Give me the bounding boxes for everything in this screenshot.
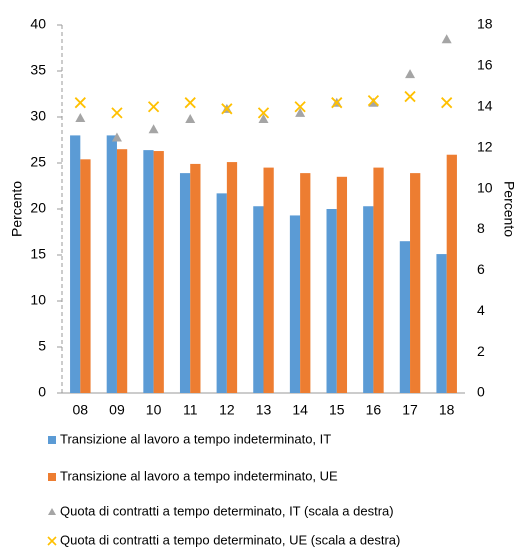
y-tick-label: 20 xyxy=(30,200,46,216)
bar xyxy=(226,162,238,393)
x-marker xyxy=(294,101,306,113)
triangle-marker xyxy=(185,114,196,124)
x-tick-label: 12 xyxy=(219,402,235,418)
bar xyxy=(216,193,227,393)
y-tick-label: 40 xyxy=(30,16,46,32)
x-tick-label: 08 xyxy=(73,402,89,418)
x-tick-label: 10 xyxy=(146,402,162,418)
y2-tick-label: 16 xyxy=(477,57,493,73)
bar xyxy=(373,167,384,393)
bar xyxy=(153,151,164,393)
x-marker xyxy=(404,90,416,103)
y2-tick-label: 2 xyxy=(477,343,485,359)
bar xyxy=(300,173,311,393)
triangle-marker xyxy=(111,132,122,142)
y2-tick-label: 4 xyxy=(477,302,485,318)
legend-swatch xyxy=(48,436,56,444)
y2-tick-label: 10 xyxy=(477,179,493,195)
y2-tick-label: 6 xyxy=(477,261,485,277)
x-tick-label: 13 xyxy=(256,402,272,418)
bar xyxy=(263,167,274,393)
legend-label: Transizione al lavoro a tempo indetermin… xyxy=(60,431,331,446)
x-marker xyxy=(257,107,270,119)
bar xyxy=(253,206,264,393)
x-tick-label: 16 xyxy=(366,402,382,418)
y2-tick-label: 8 xyxy=(477,220,485,236)
y-axis-label: Percento xyxy=(9,181,25,237)
x-marker xyxy=(111,107,123,119)
legend-swatch xyxy=(48,508,56,515)
y-tick-label: 30 xyxy=(30,108,46,124)
x-marker xyxy=(441,97,453,109)
x-tick-label: 11 xyxy=(183,402,198,418)
legend-label: Quota di contratti a tempo determinato, … xyxy=(60,503,394,518)
triangle-marker xyxy=(295,107,306,117)
x-marker xyxy=(331,97,343,109)
x-marker xyxy=(367,95,380,107)
bar xyxy=(446,154,457,393)
y2-tick-label: 12 xyxy=(477,138,493,154)
bar xyxy=(336,176,348,393)
x-tick-label: 18 xyxy=(439,402,455,418)
bar xyxy=(179,173,191,393)
y2-tick-label: 18 xyxy=(477,16,493,32)
bar xyxy=(326,209,337,393)
bar xyxy=(190,163,201,393)
x-tick-label: 09 xyxy=(109,402,125,418)
bar xyxy=(143,150,154,393)
bar xyxy=(80,159,91,393)
y2-axis-label: Percento xyxy=(501,181,517,237)
x-tick-label: 17 xyxy=(402,402,418,418)
bar xyxy=(436,254,447,393)
bar xyxy=(106,135,117,393)
legend-label: Transizione al lavoro a tempo indetermin… xyxy=(60,468,338,483)
legend-swatch xyxy=(48,473,56,481)
x-marker xyxy=(221,103,233,115)
x-tick-label: 14 xyxy=(292,402,308,418)
legend-label: Quota di contratti a tempo determinato, … xyxy=(60,532,400,547)
y-tick-label: 25 xyxy=(30,154,46,170)
bar xyxy=(399,241,411,393)
bar xyxy=(289,215,301,393)
y-tick-label: 35 xyxy=(30,62,46,78)
triangle-marker xyxy=(441,34,452,44)
triangle-marker xyxy=(368,97,379,107)
bar xyxy=(363,206,374,393)
x-marker xyxy=(74,97,86,109)
x-marker xyxy=(147,101,160,113)
triangle-marker xyxy=(258,114,269,124)
x-tick-label: 15 xyxy=(329,402,345,418)
bar xyxy=(410,173,421,393)
y-tick-label: 10 xyxy=(30,292,46,308)
bar xyxy=(70,135,81,393)
bar xyxy=(116,149,128,393)
x-marker xyxy=(184,97,196,109)
legend-swatch xyxy=(47,536,57,546)
triangle-marker xyxy=(405,69,416,79)
triangle-marker xyxy=(75,113,86,123)
triangle-marker xyxy=(148,124,159,134)
y2-tick-label: 14 xyxy=(477,97,493,113)
y-tick-label: 0 xyxy=(38,384,46,400)
y-tick-label: 5 xyxy=(38,338,46,354)
y-tick-label: 15 xyxy=(30,246,46,262)
y2-tick-label: 0 xyxy=(477,384,485,400)
